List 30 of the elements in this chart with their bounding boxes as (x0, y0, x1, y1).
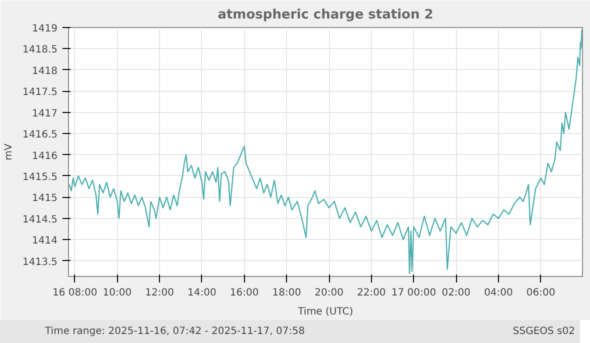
y-tick-label: 1416.5 (22, 130, 58, 141)
x-tick-label: 02:00 (442, 288, 471, 298)
x-tick-label: 22:00 (356, 288, 386, 298)
y-tick-label: 1414 (32, 236, 58, 247)
y-tick-label: 1415 (32, 193, 58, 204)
line-series (68, 29, 582, 274)
x-tick-label: 06:00 (526, 288, 556, 298)
y-tick-label: 1415.5 (22, 172, 58, 183)
x-tick-label: 17 00:00 (391, 288, 436, 298)
y-axis-title: mV (4, 144, 15, 160)
text: Time range: 2025-11-16, 07:42 - 2025-11-17, 07:58 (45, 325, 305, 339)
x-tick-label: 10:00 (102, 288, 132, 298)
y-tick-label: 1418 (32, 66, 58, 77)
y-tick-label: 1413.5 (22, 256, 58, 268)
x-tick-label: 04:00 (484, 288, 513, 298)
x-tick-label: 14:00 (188, 288, 216, 298)
y-tick-label: 1417 (32, 108, 58, 120)
x-tick-label: 16:00 (230, 288, 259, 298)
text: SSGEOS s02 (512, 325, 575, 339)
y-tick-label: 1414.5 (22, 214, 58, 226)
x-tick-label: 16 08:00 (52, 288, 98, 298)
y-tick-label: 1416 (32, 150, 58, 162)
chart-title: atmospheric charge station 2 (218, 8, 434, 22)
x-tick-label: 12:00 (145, 288, 174, 298)
y-tick-label: 1417.5 (22, 87, 58, 98)
y-tick-label: 1419 (32, 24, 58, 34)
x-tick-label: 20:00 (314, 288, 344, 298)
x-axis-title: Time (UTC) (296, 306, 354, 318)
x-tick-label: 18:00 (272, 288, 302, 298)
y-tick-label: 1418.5 (22, 44, 58, 56)
